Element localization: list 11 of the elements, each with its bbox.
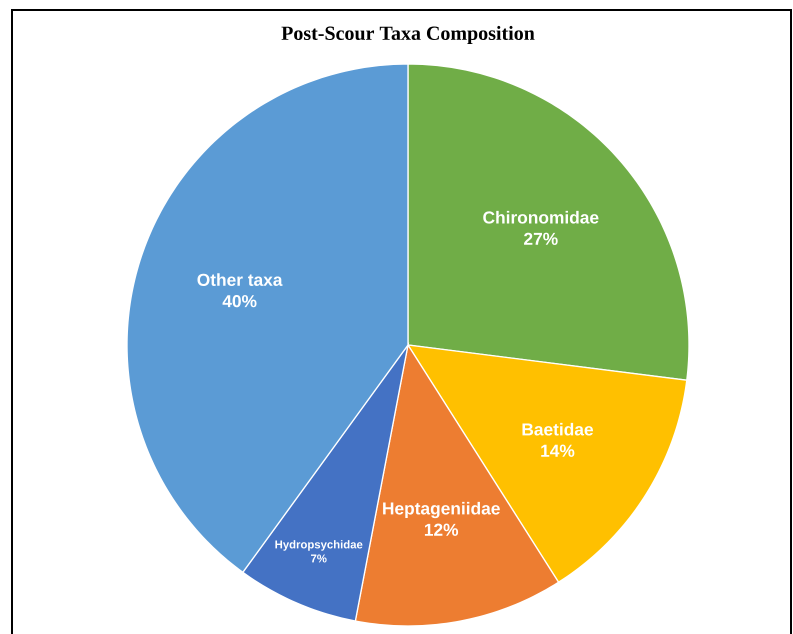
slice-label: Baetidae xyxy=(522,422,594,436)
slice-label: Other taxa xyxy=(197,273,283,286)
data-label: 40% xyxy=(222,295,257,308)
data-label: 14% xyxy=(541,444,574,457)
chart-title: Post-Scour Taxa Composition xyxy=(281,26,535,44)
slice-label: Chironomidae xyxy=(483,210,598,224)
slice-label: Heptageniidae xyxy=(383,502,500,518)
data-label: 27% xyxy=(524,232,558,245)
data-label: 12% xyxy=(424,524,458,536)
data-label: 7% xyxy=(311,554,327,562)
slice-label: Hydropsychidae xyxy=(275,540,362,551)
